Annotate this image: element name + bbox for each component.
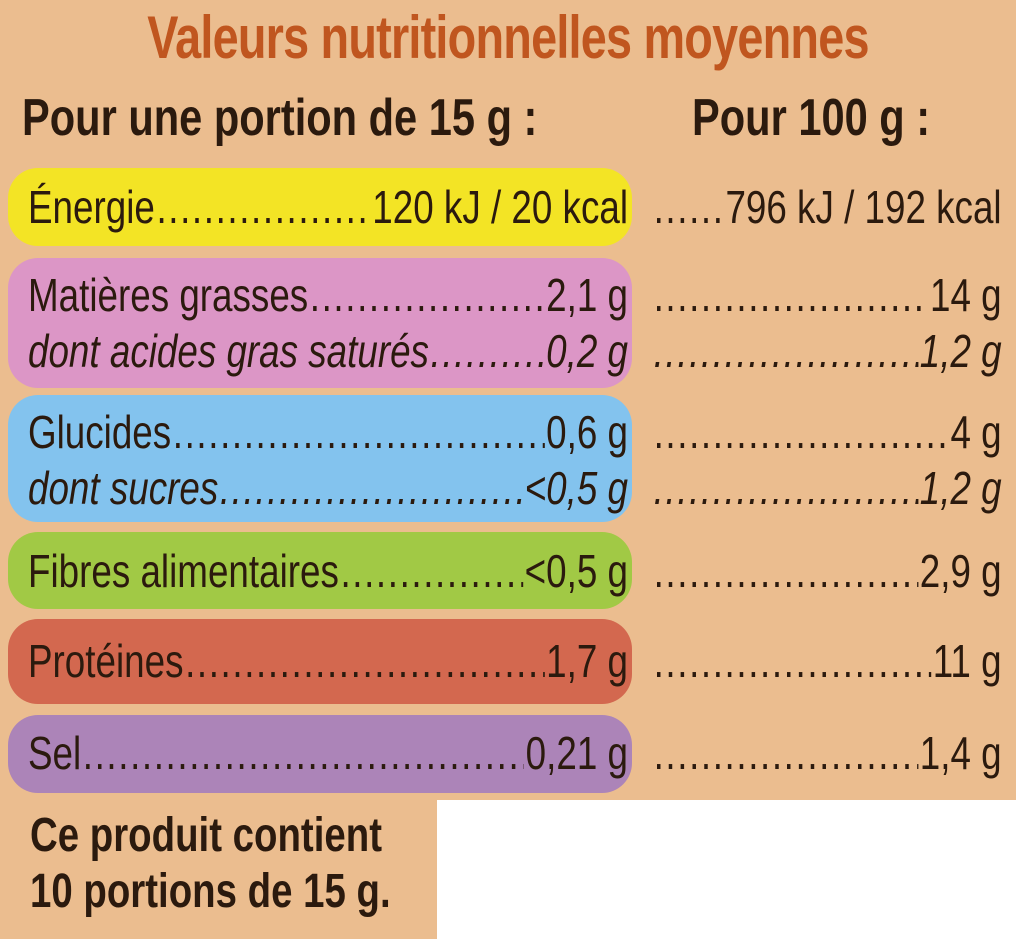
sugars-row-portion: dont sucres <0,5 g <box>28 461 628 515</box>
row-label: Sel <box>28 727 82 779</box>
row-value-100g: 4 g <box>950 406 1002 458</box>
row-value-portion: <0,5 g <box>524 462 628 514</box>
leader-dots <box>340 544 523 598</box>
row-value-portion: <0,5 g <box>524 545 628 597</box>
energy-row-100g: 796 kJ / 192 kcal <box>652 180 1002 234</box>
row-value-100g: 1,2 g <box>919 462 1002 514</box>
fat-row-portion: Matières grasses 2,1 g <box>28 268 628 322</box>
leader-dots <box>156 180 370 234</box>
column-header-portion: Pour une portion de 15 g : <box>22 89 538 147</box>
row-value-portion: 0,6 g <box>546 406 628 458</box>
leader-dots <box>654 324 919 378</box>
carbohydrate-row-portion: Glucides 0,6 g <box>28 405 628 459</box>
leader-dots <box>654 634 932 688</box>
row-label: dont acides gras saturés <box>28 325 429 377</box>
leader-dots <box>654 268 929 322</box>
fibre-row-100g: 2,9 g <box>652 544 1002 598</box>
salt-row-100g: 1,4 g <box>652 726 1002 780</box>
sugars-row-100g: 1,2 g <box>652 461 1002 515</box>
leader-dots <box>654 180 724 234</box>
fat-row-100g: 14 g <box>652 268 1002 322</box>
portion-count-line-1: Ce produit contient <box>30 809 382 862</box>
row-value-100g: 1,2 g <box>919 325 1002 377</box>
row-value-portion: 0,2 g <box>546 325 628 377</box>
leader-dots <box>654 726 919 780</box>
leader-dots <box>654 461 919 515</box>
energy-row-portion: Énergie 120 kJ / 20 kcal <box>28 180 628 234</box>
leader-dots <box>654 405 949 459</box>
row-value-portion: 1,7 g <box>546 635 628 687</box>
portion-count-line-2: 10 portions de 15 g. <box>30 865 391 918</box>
row-value-100g: 1,4 g <box>919 727 1002 779</box>
leader-dots <box>220 461 523 515</box>
row-label: Énergie <box>28 181 155 233</box>
saturated-fat-row-portion: dont acides gras saturés 0,2 g <box>28 324 628 378</box>
fibre-row-portion: Fibres alimentaires <0,5 g <box>28 544 628 598</box>
saturated-fat-row-100g: 1,2 g <box>652 324 1002 378</box>
leader-dots <box>185 634 544 688</box>
row-value-portion: 120 kJ / 20 kcal <box>372 181 628 233</box>
fibre-band <box>8 532 632 609</box>
row-label: Protéines <box>28 635 184 687</box>
leader-dots <box>173 405 545 459</box>
leader-dots <box>431 324 545 378</box>
leader-dots <box>83 726 524 780</box>
salt-row-portion: Sel 0,21 g <box>28 726 628 780</box>
row-label: Matières grasses <box>28 269 309 321</box>
carbohydrate-row-100g: 4 g <box>652 405 1002 459</box>
leader-dots <box>654 544 919 598</box>
row-label: dont sucres <box>28 462 219 514</box>
footer-panel <box>0 800 437 939</box>
column-header-100g: Pour 100 g : <box>692 89 931 147</box>
row-value-100g: 796 kJ / 192 kcal <box>725 181 1002 233</box>
row-value-portion: 2,1 g <box>546 269 628 321</box>
protein-row-portion: Protéines 1,7 g <box>28 634 628 688</box>
portion-count-note: Ce produit contient 10 portions de 15 g. <box>30 808 391 920</box>
row-label: Glucides <box>28 406 172 458</box>
row-value-100g: 2,9 g <box>919 545 1002 597</box>
leader-dots <box>310 268 545 322</box>
row-value-100g: 14 g <box>929 269 1002 321</box>
protein-row-100g: 11 g <box>652 634 1002 688</box>
nutrition-title: Valeurs nutritionnelles moyennes <box>147 4 869 71</box>
row-value-100g: 11 g <box>932 635 1002 687</box>
row-value-portion: 0,21 g <box>525 727 628 779</box>
row-label: Fibres alimentaires <box>28 545 339 597</box>
